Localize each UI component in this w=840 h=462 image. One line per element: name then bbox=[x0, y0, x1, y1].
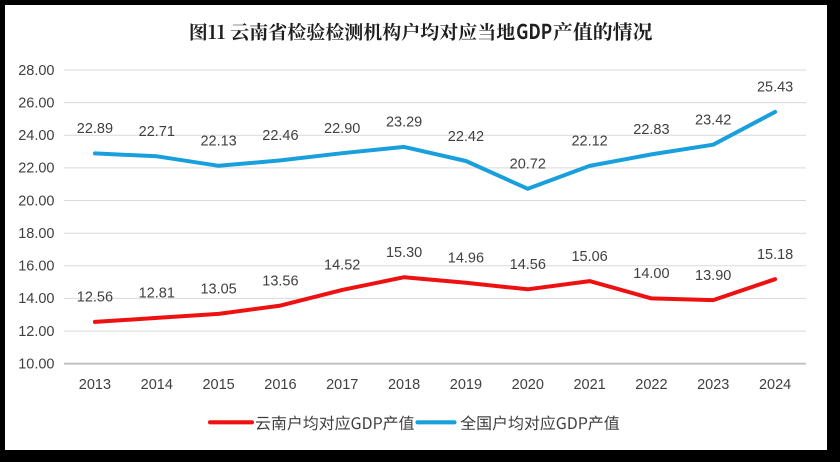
svg-text:13.05: 13.05 bbox=[200, 282, 236, 298]
svg-text:16.00: 16.00 bbox=[18, 259, 54, 275]
svg-text:28.00: 28.00 bbox=[18, 63, 54, 79]
svg-text:23.29: 23.29 bbox=[386, 115, 422, 131]
svg-text:22.83: 22.83 bbox=[633, 122, 669, 138]
svg-text:22.89: 22.89 bbox=[77, 121, 113, 137]
svg-text:22.46: 22.46 bbox=[262, 128, 298, 144]
svg-text:2013: 2013 bbox=[79, 377, 111, 393]
svg-text:15.18: 15.18 bbox=[757, 247, 793, 263]
svg-text:2023: 2023 bbox=[697, 377, 729, 393]
svg-text:14.56: 14.56 bbox=[510, 257, 546, 273]
svg-text:2016: 2016 bbox=[264, 377, 296, 393]
svg-text:15.06: 15.06 bbox=[571, 249, 607, 265]
svg-text:2017: 2017 bbox=[326, 377, 358, 393]
svg-text:12.00: 12.00 bbox=[18, 324, 54, 340]
svg-text:14.52: 14.52 bbox=[324, 258, 360, 274]
svg-text:2024: 2024 bbox=[759, 377, 791, 393]
svg-text:2020: 2020 bbox=[512, 377, 544, 393]
svg-text:2014: 2014 bbox=[141, 377, 173, 393]
svg-text:10.00: 10.00 bbox=[18, 357, 54, 373]
svg-text:2021: 2021 bbox=[573, 377, 605, 393]
svg-text:15.30: 15.30 bbox=[386, 245, 422, 261]
svg-text:2019: 2019 bbox=[450, 377, 482, 393]
svg-text:2015: 2015 bbox=[202, 377, 234, 393]
svg-text:14.96: 14.96 bbox=[448, 251, 484, 267]
svg-text:12.81: 12.81 bbox=[139, 286, 175, 302]
svg-text:12.56: 12.56 bbox=[77, 290, 113, 306]
svg-text:20.00: 20.00 bbox=[18, 193, 54, 209]
svg-text:22.42: 22.42 bbox=[448, 129, 484, 145]
svg-text:13.90: 13.90 bbox=[695, 268, 731, 284]
svg-text:22.90: 22.90 bbox=[324, 121, 360, 137]
svg-text:22.71: 22.71 bbox=[139, 124, 175, 140]
svg-text:22.13: 22.13 bbox=[200, 134, 236, 150]
svg-text:2018: 2018 bbox=[388, 377, 420, 393]
svg-text:20.72: 20.72 bbox=[510, 157, 546, 173]
svg-text:18.00: 18.00 bbox=[18, 226, 54, 242]
svg-text:14.00: 14.00 bbox=[633, 266, 669, 282]
svg-text:13.56: 13.56 bbox=[262, 273, 298, 289]
svg-text:25.43: 25.43 bbox=[757, 80, 793, 96]
svg-text:22.12: 22.12 bbox=[571, 134, 607, 150]
svg-text:22.00: 22.00 bbox=[18, 161, 54, 177]
svg-text:26.00: 26.00 bbox=[18, 95, 54, 111]
svg-text:24.00: 24.00 bbox=[18, 128, 54, 144]
svg-text:23.42: 23.42 bbox=[695, 113, 731, 129]
svg-text:2022: 2022 bbox=[635, 377, 667, 393]
svg-text:14.00: 14.00 bbox=[18, 291, 54, 307]
